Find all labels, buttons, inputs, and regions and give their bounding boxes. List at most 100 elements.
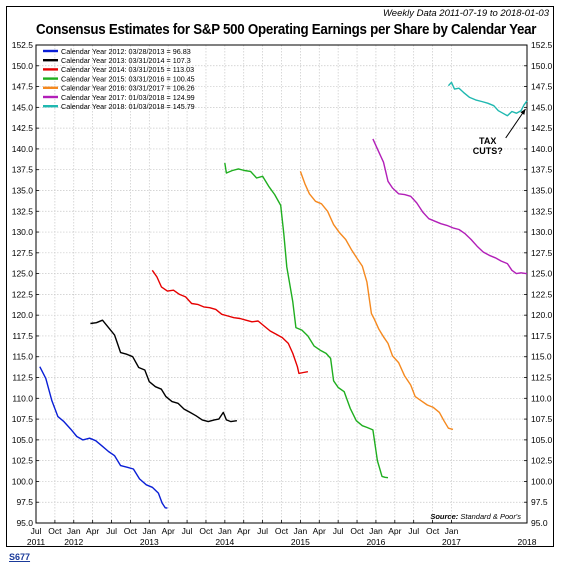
y-tick-label-right: 142.5 xyxy=(531,123,553,133)
chart-title: Consensus Estimates for S&P 500 Operatin… xyxy=(36,22,537,38)
source-note: Source: Standard & Poor's xyxy=(430,512,521,521)
x-year-label: 2017 xyxy=(442,537,461,547)
series-line-1 xyxy=(90,319,238,423)
legend-label-6: Calendar Year 2018: 01/03/2018 = 145.79 xyxy=(61,102,195,111)
x-tick-label: Jan xyxy=(142,526,156,536)
y-tick-label-right: 127.5 xyxy=(531,248,553,258)
x-tick-label: Oct xyxy=(426,526,440,536)
series-line-2 xyxy=(151,269,309,375)
x-tick-label: Jan xyxy=(67,526,81,536)
y-tick-label-left: 127.5 xyxy=(12,248,34,258)
y-tick-label-left: 100.0 xyxy=(12,476,34,486)
x-year-label: 2018 xyxy=(518,537,537,547)
chart-frame xyxy=(6,6,554,547)
legend-label-3: Calendar Year 2015: 03/31/2016 = 100.45 xyxy=(61,74,195,83)
series-line-3 xyxy=(224,162,389,479)
y-tick-label-left: 150.0 xyxy=(12,61,34,71)
y-tick-label-right: 135.0 xyxy=(531,185,553,195)
x-tick-label: Oct xyxy=(350,526,364,536)
y-tick-label-right: 130.0 xyxy=(531,227,553,237)
y-tick-label-left: 152.5 xyxy=(12,40,34,50)
x-tick-label: Apr xyxy=(388,526,401,536)
y-tick-label-right: 152.5 xyxy=(531,40,553,50)
weekly-data-note: Weekly Data 2011-07-19 to 2018-01-03 xyxy=(382,8,549,19)
y-tick-label-left: 97.5 xyxy=(16,497,33,507)
series-line-6 xyxy=(447,81,528,117)
x-year-label: 2014 xyxy=(215,537,234,547)
y-tick-label-left: 130.0 xyxy=(12,227,34,237)
annotation-cuts-label: CUTS? xyxy=(473,146,503,156)
y-tick-label-right: 137.5 xyxy=(531,165,553,175)
annotation-arrow-line xyxy=(505,108,526,139)
y-tick-label-right: 145.0 xyxy=(531,102,553,112)
source-label: Source: xyxy=(430,512,460,521)
x-tick-label: Oct xyxy=(275,526,289,536)
y-tick-label-left: 105.0 xyxy=(12,435,34,445)
y-tick-label-left: 117.5 xyxy=(12,331,33,341)
source-text: Standard & Poor's xyxy=(460,512,521,521)
legend-label-1: Calendar Year 2013: 03/31/2014 = 107.3 xyxy=(61,56,191,65)
annotation-tax-label: TAX xyxy=(479,136,496,146)
x-tick-label: Jul xyxy=(333,526,344,536)
x-year-label: 2015 xyxy=(291,537,310,547)
x-tick-label: Jul xyxy=(408,526,419,536)
legend-label-2: Calendar Year 2014: 03/31/2015 = 113.03 xyxy=(61,65,194,74)
x-year-label: 2013 xyxy=(140,537,159,547)
x-year-label: 2012 xyxy=(64,537,83,547)
y-tick-label-left: 132.5 xyxy=(12,206,34,216)
y-tick-label-right: 120.0 xyxy=(531,310,553,320)
x-tick-label: Jan xyxy=(294,526,308,536)
y-tick-label-right: 100.0 xyxy=(531,476,553,486)
x-tick-label: Oct xyxy=(48,526,62,536)
y-tick-label-right: 102.5 xyxy=(531,456,553,466)
annotation-arrow-head xyxy=(520,109,526,115)
x-tick-label: Jan xyxy=(369,526,383,536)
y-tick-label-left: 122.5 xyxy=(12,289,34,299)
y-tick-label-left: 145.0 xyxy=(12,102,34,112)
series-line-5 xyxy=(372,138,528,275)
legend-label-4: Calendar Year 2016: 03/31/2017 = 106.26 xyxy=(61,84,195,93)
x-year-label: 2011 xyxy=(27,537,46,547)
legend-label-5: Calendar Year 2017: 01/03/2018 = 124.99 xyxy=(61,93,195,102)
x-tick-label: Oct xyxy=(124,526,138,536)
y-tick-label-left: 140.0 xyxy=(12,144,34,154)
x-year-label: 2016 xyxy=(366,537,385,547)
y-tick-label-right: 117.5 xyxy=(531,331,552,341)
x-tick-label: Apr xyxy=(237,526,250,536)
y-tick-label-left: 95.0 xyxy=(16,518,33,528)
y-tick-label-left: 125.0 xyxy=(12,269,34,279)
y-tick-label-right: 122.5 xyxy=(531,289,553,299)
x-tick-label: Jan xyxy=(218,526,232,536)
chart-code-link[interactable]: S677 xyxy=(9,552,31,562)
y-tick-label-right: 97.5 xyxy=(531,497,548,507)
y-tick-label-left: 102.5 xyxy=(12,456,34,466)
y-tick-label-left: 107.5 xyxy=(12,414,34,424)
y-tick-label-right: 150.0 xyxy=(531,61,553,71)
y-tick-label-left: 110.0 xyxy=(12,393,33,403)
y-tick-label-right: 125.0 xyxy=(531,269,553,279)
series-line-0 xyxy=(39,366,168,509)
y-tick-label-left: 120.0 xyxy=(12,310,34,320)
y-tick-label-left: 115.0 xyxy=(12,352,33,362)
y-tick-label-right: 132.5 xyxy=(531,206,553,216)
y-tick-label-left: 147.5 xyxy=(12,82,34,92)
y-tick-label-right: 115.0 xyxy=(531,352,552,362)
series-line-4 xyxy=(299,171,454,431)
y-tick-label-left: 135.0 xyxy=(12,185,34,195)
y-tick-label-left: 112.5 xyxy=(12,373,33,383)
y-tick-label-right: 147.5 xyxy=(531,82,553,92)
x-tick-label: Jul xyxy=(106,526,117,536)
x-tick-label: Oct xyxy=(199,526,213,536)
y-tick-label-left: 137.5 xyxy=(12,165,34,175)
y-tick-label-right: 112.5 xyxy=(531,373,552,383)
y-tick-label-right: 110.0 xyxy=(531,393,552,403)
x-tick-label: Apr xyxy=(86,526,99,536)
y-tick-label-right: 107.5 xyxy=(531,414,553,424)
y-tick-label-right: 95.0 xyxy=(531,518,548,528)
x-tick-label: Apr xyxy=(162,526,175,536)
x-tick-label: Jul xyxy=(257,526,268,536)
y-tick-label-right: 140.0 xyxy=(531,144,553,154)
legend-label-0: Calendar Year 2012: 03/28/2013 = 96.83 xyxy=(61,47,191,56)
x-tick-label: Apr xyxy=(313,526,326,536)
